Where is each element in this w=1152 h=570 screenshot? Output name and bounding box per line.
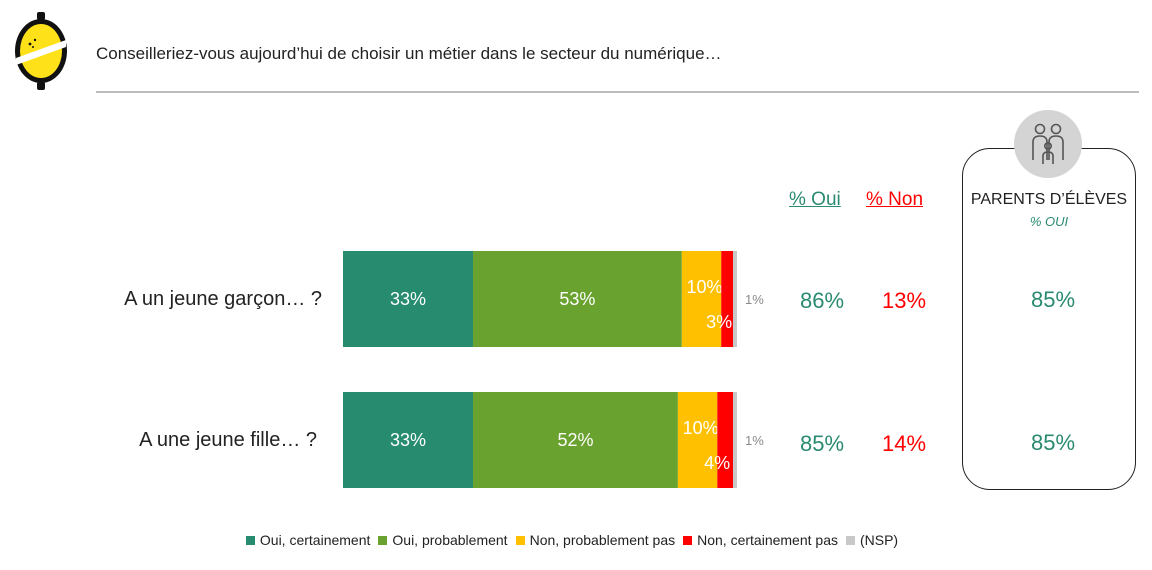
row-label-garcon: A un jeune garçon… ? <box>124 288 322 310</box>
bar-non-certainement-pas-garcon <box>721 251 734 347</box>
bar-oui-certainement-fille <box>343 392 474 488</box>
oui-column-header: % Oui <box>789 189 841 210</box>
legend-item-oui-certainement: Oui, certainement <box>245 532 371 548</box>
family-icon-badge <box>1014 110 1082 178</box>
parents-oui-fille: 85% <box>1030 430 1076 455</box>
bar-non-certainement-pas-fille <box>717 392 734 488</box>
family-icon <box>1032 123 1064 164</box>
pct-non-fille: 14% <box>881 431 927 456</box>
bar-label-non-certainement-pas-garcon: 3% <box>706 312 732 332</box>
bar-nsp-garcon <box>733 251 737 347</box>
legend-label-oui-certainement: Oui, certainement <box>259 532 371 548</box>
bar-oui-probablement-fille <box>473 392 678 488</box>
panel-title: PARENTS D’ÉLÈVES <box>970 191 1128 208</box>
bar-label-non-probablement-pas-fille: 10% <box>683 418 719 438</box>
legend-swatch-non-probablement-pas <box>515 536 525 545</box>
bar-label-oui-probablement-fille: 52% <box>557 430 593 450</box>
legend-label-oui-probablement: Oui, probablement <box>392 532 508 548</box>
legend-label-nsp: (NSP) <box>859 532 899 548</box>
panel-subtitle: % OUI <box>1029 214 1069 229</box>
legend-swatch-nsp <box>845 536 855 545</box>
legend-label-non-certainement-pas: Non, certainement pas <box>697 532 838 548</box>
chart-legend: Oui, certainement Oui, probablement Non, p… <box>0 532 1152 548</box>
bar-label-oui-certainement-garcon: 33% <box>390 289 426 309</box>
row-label-fille: A une jeune fille… ? <box>139 429 317 451</box>
legend-item-non-probablement-pas: Non, probablement pas <box>515 532 676 548</box>
non-column-header: % Non <box>866 189 924 210</box>
legend-item-non-certainement-pas: Non, certainement pas <box>683 532 838 548</box>
legend-swatch-oui-certainement <box>245 536 255 545</box>
bar-label-oui-certainement-fille: 33% <box>390 430 426 450</box>
pct-non-garcon: 13% <box>881 288 927 313</box>
bar-oui-probablement-garcon <box>473 251 682 347</box>
bar-label-non-probablement-pas-garcon: 10% <box>687 277 723 297</box>
legend-swatch-oui-probablement <box>378 536 388 545</box>
legend-swatch-non-certainement-pas <box>683 536 693 545</box>
legend-item-nsp: (NSP) <box>845 532 899 548</box>
bar-non-probablement-pas-garcon <box>681 251 722 347</box>
bar-non-probablement-pas-fille <box>677 392 718 488</box>
bar-label-non-certainement-pas-fille: 4% <box>704 453 730 473</box>
nsp-label-fille: 1% <box>745 433 764 448</box>
bar-nsp-fille <box>733 392 737 488</box>
page-title: Conseilleriez-vous aujourd’hui de choisi… <box>96 44 722 63</box>
nsp-label-garcon: 1% <box>745 292 764 307</box>
pct-oui-garcon: 86% <box>799 288 845 313</box>
legend-label-non-probablement-pas: Non, probablement pas <box>529 532 676 548</box>
brand-logo <box>15 12 67 90</box>
parents-oui-garcon: 85% <box>1030 287 1076 312</box>
pct-oui-fille: 85% <box>799 431 845 456</box>
bar-oui-certainement-garcon <box>343 251 474 347</box>
title-divider <box>96 91 1139 93</box>
bar-label-oui-probablement-garcon: 53% <box>559 289 595 309</box>
legend-item-oui-probablement: Oui, probablement <box>378 532 508 548</box>
